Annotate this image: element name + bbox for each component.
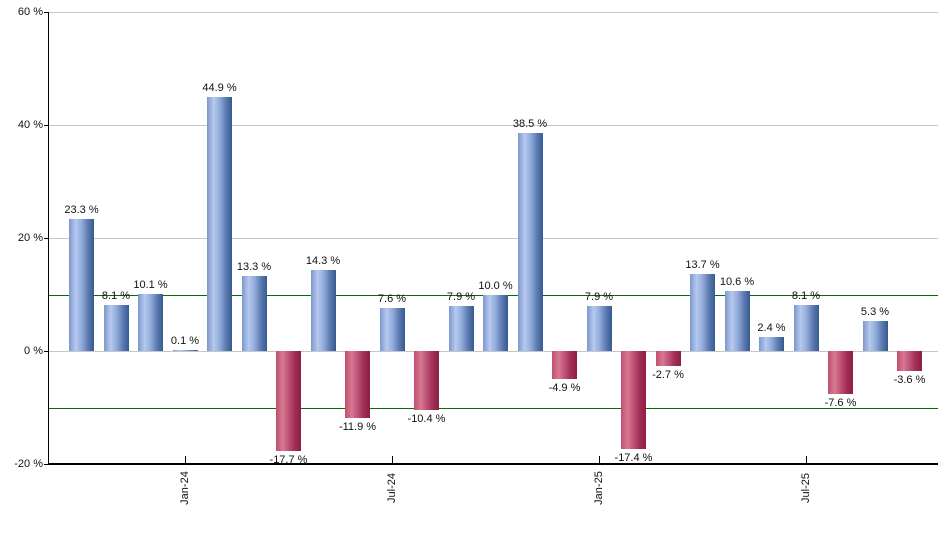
bar-value-label: -17.7 %: [269, 454, 308, 466]
gridline: [48, 351, 938, 352]
bar: [517, 133, 543, 351]
bar: [690, 273, 715, 351]
bar-value-label: 5.3 %: [860, 306, 890, 319]
bar: [103, 305, 129, 351]
x-tick-label: Jul-24: [386, 473, 398, 503]
x-tick: [599, 456, 600, 463]
y-tick: [44, 464, 48, 465]
bar-value-label: 2.4 %: [757, 322, 786, 335]
bar-value-label: -17.4 %: [614, 452, 653, 465]
y-tick-label: 40 %: [17, 119, 43, 131]
y-tick-label: 20 %: [17, 232, 43, 244]
bar-value-label: -7.6 %: [824, 396, 857, 409]
gridline: [48, 125, 938, 126]
bar-value-label: 7.6 %: [377, 293, 407, 306]
bar: [483, 294, 508, 351]
x-tick-label: Jan-24: [179, 471, 191, 505]
bar-value-label: 7.9 %: [584, 291, 614, 304]
bar: [310, 270, 336, 351]
x-tick: [392, 456, 393, 463]
plot-area: 23.3 % 8.1 % 10.1 % 0.1 % 44.9 % 13.3 % -17.7 …: [48, 12, 938, 466]
bar-value-label: 38.5 %: [512, 118, 548, 131]
y-tick-label: 0 %: [24, 345, 43, 357]
bar: [172, 350, 198, 352]
bar: [276, 351, 301, 451]
bar: [414, 351, 439, 410]
y-axis-line: [48, 12, 49, 464]
bar: [379, 308, 405, 351]
y-tick: [44, 351, 48, 352]
x-tick-label: Jan-25: [593, 471, 605, 505]
bar-value-label: 8.1 %: [791, 290, 821, 303]
bar-value-label: -10.4 %: [407, 412, 446, 425]
bar-value-label: -11.9 %: [338, 421, 377, 434]
bar: [655, 351, 681, 367]
x-tick-label: Jul-25: [800, 473, 812, 503]
reference-line: [48, 407, 938, 409]
bar-value-label: 13.3 %: [236, 260, 272, 273]
bar: [759, 337, 784, 351]
bar: [345, 351, 370, 419]
x-tick: [806, 456, 807, 463]
bar: [207, 97, 232, 351]
bar-value-label: 13.7 %: [685, 258, 720, 271]
bar: [793, 305, 819, 351]
bar-value-label: 10.0 %: [478, 279, 513, 292]
bar-value-label: 10.6 %: [719, 276, 755, 289]
bar-value-label: 44.9 %: [202, 82, 237, 95]
bar: [241, 275, 267, 351]
bar: [828, 351, 853, 394]
bar: [897, 351, 922, 372]
bar: [552, 351, 577, 379]
y-tick: [44, 12, 48, 13]
bar-value-label: 7.9 %: [446, 291, 476, 304]
bar-value-label: 10.1 %: [133, 278, 168, 291]
bar-value-label: -2.7 %: [652, 369, 684, 382]
bar-value-label: -4.9 %: [548, 381, 581, 394]
bar-value-label: 14.3 %: [305, 255, 341, 268]
bar-value-label: 23.3 %: [64, 204, 99, 217]
y-tick-label: 60 %: [17, 6, 43, 18]
bar: [69, 219, 94, 351]
gridline: [48, 12, 938, 13]
bar-value-label: -3.6 %: [893, 374, 926, 387]
bar: [586, 306, 612, 351]
bar-value-label: 0.1 %: [170, 335, 200, 348]
x-tick: [185, 456, 186, 463]
bar: [862, 321, 888, 351]
x-axis-line: [48, 463, 938, 465]
y-tick: [44, 238, 48, 239]
bar-value-label: 8.1 %: [101, 290, 131, 303]
y-tick-label: -20 %: [14, 458, 43, 470]
bar: [621, 351, 646, 450]
y-tick: [44, 125, 48, 126]
bar: [724, 291, 750, 351]
gridline: [48, 238, 938, 239]
bar: [138, 293, 163, 351]
bar: [448, 306, 474, 351]
